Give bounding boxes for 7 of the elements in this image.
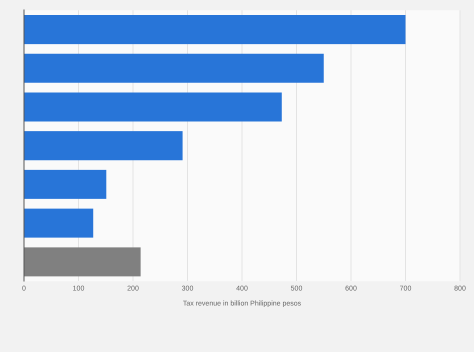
bar: [24, 208, 94, 238]
bar: [24, 247, 141, 276]
bar: [24, 15, 406, 44]
bar: [24, 54, 324, 83]
bar: [24, 170, 106, 199]
bar: [24, 131, 183, 160]
bar: [24, 92, 282, 122]
